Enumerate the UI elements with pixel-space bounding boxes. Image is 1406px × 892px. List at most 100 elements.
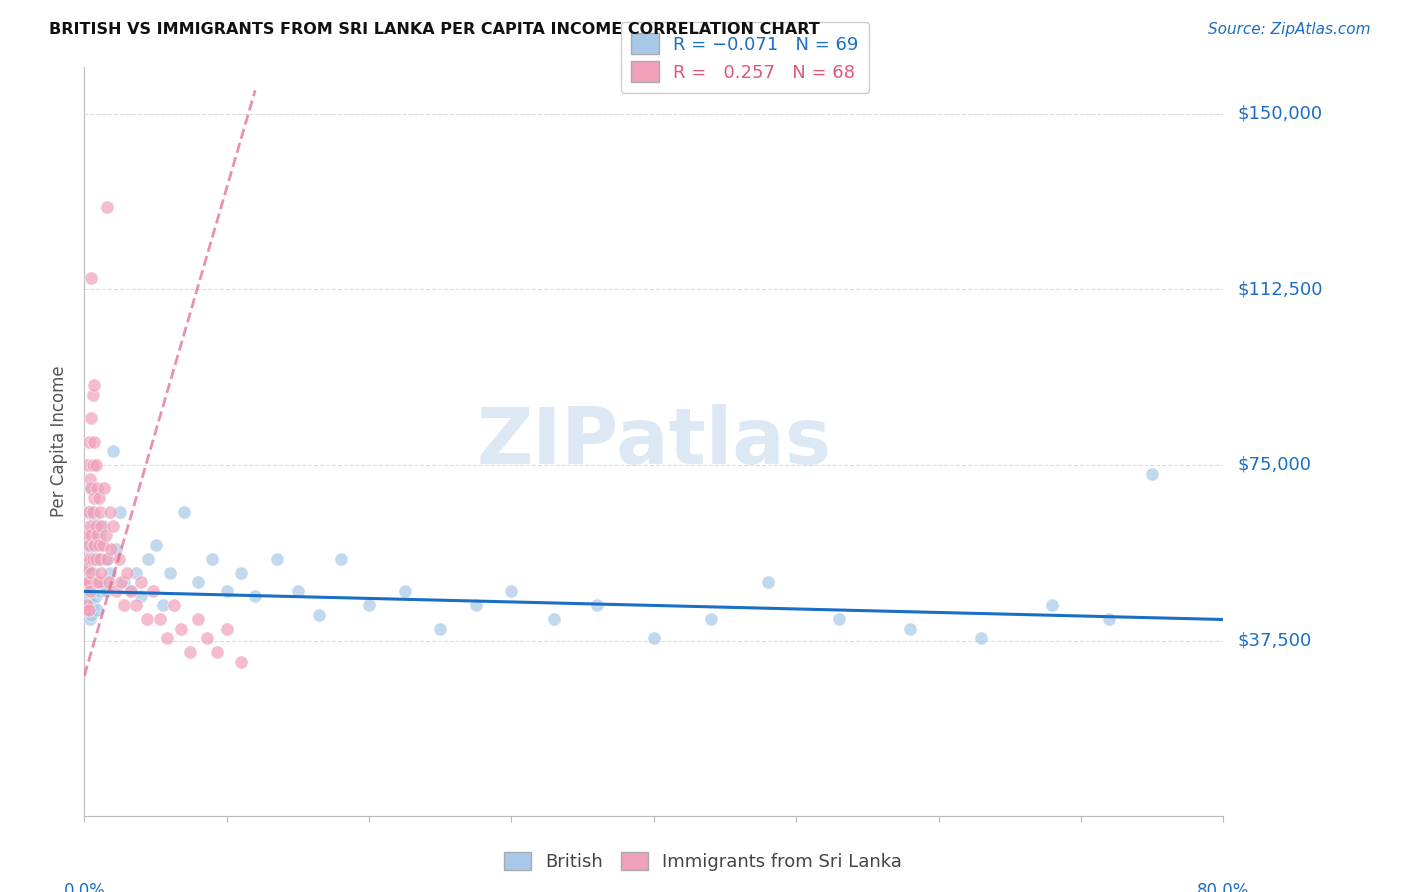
Point — [93, 574, 115, 589]
Point — [82, 566, 104, 580]
Point — [80, 542, 103, 557]
Point — [77, 594, 100, 608]
Point — [187, 613, 209, 627]
Point — [112, 574, 135, 589]
Point — [75, 574, 97, 589]
Point — [79, 613, 101, 627]
Point — [308, 607, 330, 622]
Point — [700, 613, 723, 627]
Text: BRITISH VS IMMIGRANTS FROM SRI LANKA PER CAPITA INCOME CORRELATION CHART: BRITISH VS IMMIGRANTS FROM SRI LANKA PER… — [49, 22, 820, 37]
Point — [77, 603, 100, 617]
Point — [94, 528, 117, 542]
Point — [77, 528, 100, 542]
Point — [118, 584, 141, 599]
Point — [245, 589, 267, 603]
Point — [287, 584, 309, 599]
Text: $150,000: $150,000 — [1237, 104, 1322, 123]
Point — [79, 551, 101, 566]
Point — [756, 574, 779, 589]
Point — [86, 574, 108, 589]
Point — [82, 599, 104, 613]
Point — [195, 632, 218, 646]
Point — [86, 603, 108, 617]
Point — [80, 607, 103, 622]
Point — [77, 434, 100, 449]
Point — [87, 491, 110, 505]
Point — [100, 542, 122, 557]
Point — [163, 599, 186, 613]
Point — [83, 574, 105, 589]
Point — [80, 482, 103, 496]
Point — [82, 505, 104, 519]
Point — [201, 551, 224, 566]
Point — [1140, 467, 1163, 482]
Point — [79, 551, 101, 566]
Point — [205, 645, 228, 659]
Point — [101, 443, 124, 458]
Point — [429, 622, 451, 636]
Point — [83, 491, 105, 505]
Point — [76, 574, 98, 589]
Point — [86, 551, 108, 566]
Point — [89, 505, 111, 519]
Point — [75, 603, 97, 617]
Point — [96, 201, 118, 215]
Point — [124, 599, 146, 613]
Point — [170, 622, 193, 636]
Text: 80.0%: 80.0% — [1197, 881, 1250, 892]
Point — [970, 632, 993, 646]
Point — [93, 482, 115, 496]
Point — [131, 589, 153, 603]
Point — [87, 574, 110, 589]
Point — [215, 584, 238, 599]
Point — [77, 561, 100, 575]
Point — [80, 411, 103, 425]
Point — [187, 574, 209, 589]
Point — [173, 505, 195, 519]
Point — [112, 599, 135, 613]
Point — [359, 599, 381, 613]
Point — [75, 537, 97, 551]
Point — [115, 566, 138, 580]
Point — [76, 505, 98, 519]
Text: $37,500: $37,500 — [1237, 632, 1312, 649]
Point — [86, 528, 108, 542]
Point — [104, 584, 127, 599]
Point — [464, 599, 486, 613]
Point — [87, 574, 110, 589]
Point — [80, 566, 103, 580]
Point — [142, 584, 165, 599]
Point — [96, 551, 118, 566]
Point — [110, 574, 132, 589]
Point — [89, 551, 111, 566]
Point — [84, 458, 107, 472]
Point — [77, 505, 100, 519]
Point — [145, 537, 167, 551]
Point — [82, 518, 104, 533]
Point — [82, 458, 104, 472]
Point — [643, 632, 665, 646]
Point — [1098, 613, 1121, 627]
Point — [107, 551, 129, 566]
Point — [98, 505, 121, 519]
Point — [90, 518, 112, 533]
Point — [98, 566, 121, 580]
Point — [828, 613, 851, 627]
Point — [76, 458, 98, 472]
Point — [97, 574, 120, 589]
Point — [94, 584, 117, 599]
Point — [215, 622, 238, 636]
Point — [124, 566, 146, 580]
Point — [266, 551, 288, 566]
Point — [104, 542, 127, 557]
Point — [80, 270, 103, 285]
Point — [77, 537, 100, 551]
Point — [91, 518, 114, 533]
Point — [82, 551, 104, 566]
Point — [84, 589, 107, 603]
Point — [138, 551, 160, 566]
Point — [79, 518, 101, 533]
Point — [89, 584, 111, 599]
Point — [108, 505, 131, 519]
Point — [156, 632, 179, 646]
